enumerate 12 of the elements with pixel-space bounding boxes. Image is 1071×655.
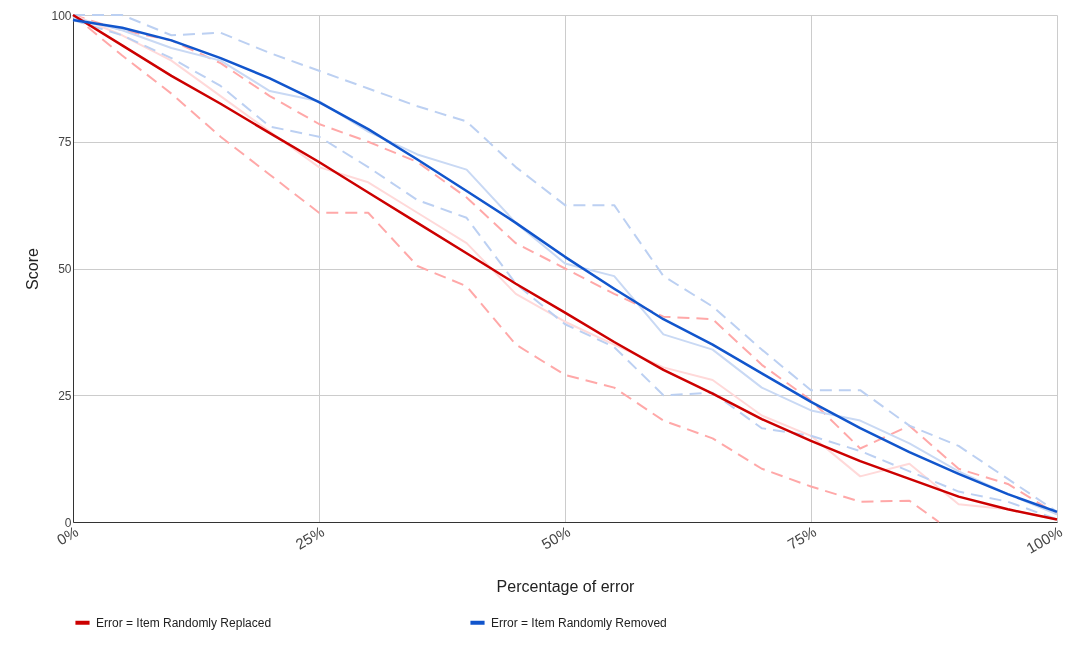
y-tick-label: 100 bbox=[51, 8, 72, 23]
y-tick-label: 50 bbox=[58, 262, 72, 276]
y-axis-title: Score bbox=[24, 248, 42, 290]
y-tick-label: 75 bbox=[58, 135, 72, 150]
legend-label: Error = Item Randomly Replaced bbox=[96, 615, 272, 630]
x-tick-label: 50% bbox=[538, 522, 573, 553]
x-axis-title: Percentage of error bbox=[496, 577, 636, 595]
x-tick-label: 75% bbox=[784, 522, 819, 553]
y-tick-label: 0 bbox=[64, 515, 72, 530]
legend-label: Error = Item Randomly Removed bbox=[491, 615, 667, 630]
x-tick-label: 25% bbox=[292, 522, 327, 553]
y-tick-label: 25 bbox=[58, 388, 72, 403]
